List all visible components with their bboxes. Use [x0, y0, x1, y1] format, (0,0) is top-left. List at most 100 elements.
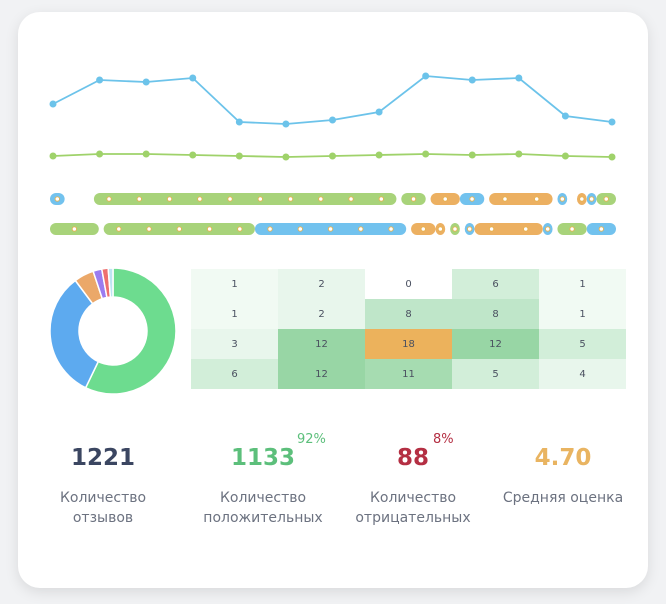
track-0-segment-5: [489, 193, 553, 205]
heatmap-cell-2-0: 3: [191, 329, 278, 359]
track-1-event-10-0: [598, 226, 605, 232]
series-1-point-0: [49, 152, 57, 160]
track-0-event-1-0: [106, 196, 112, 202]
stat-total-label: Количество отзывов: [59, 490, 147, 526]
track-1-event-8-0: [545, 226, 551, 232]
track-1-segment-7: [474, 223, 543, 235]
heatmap-cell-2-2: 18: [365, 329, 452, 359]
track-1-event-7-1: [523, 226, 529, 232]
track-0-event-6-0: [559, 196, 565, 202]
track-0-event-5-1: [534, 196, 540, 202]
series-0-point-8: [422, 72, 430, 80]
track-1-event-4-0: [437, 226, 443, 232]
stat-positive-value: 1133: [230, 445, 295, 471]
track-0-event-1-3: [197, 196, 203, 202]
heatmap-cell-2-4: 5: [539, 329, 626, 359]
series-1-point-11: [561, 152, 569, 160]
series-1-point-4: [235, 152, 243, 160]
track-0-event-4-0: [469, 196, 475, 202]
track-0-event-3-0: [442, 196, 448, 202]
series-0-point-9: [468, 76, 476, 84]
track-0-event-5-0: [502, 196, 508, 202]
stat-positive-label: Количество положительных: [203, 490, 323, 526]
track-1-event-1-3: [206, 226, 213, 232]
stat-negative-label: Количество отрицательных: [355, 490, 471, 526]
series-1-point-8: [422, 150, 430, 158]
track-1-event-2-2: [327, 226, 334, 232]
heatmap-cell-1-1: 2: [278, 299, 365, 329]
stat-average-value: 4.70: [534, 445, 592, 471]
series-0-point-10: [515, 74, 523, 82]
track-0-event-1-7: [318, 196, 324, 202]
stat-positive-reviews: 1133 Количество положительных 92%: [188, 432, 338, 528]
track-1-event-6-0: [466, 226, 473, 232]
series-0-point-0: [49, 100, 57, 108]
heatmap-cell-3-1: 12: [278, 359, 365, 389]
series-1-point-12: [608, 153, 616, 161]
line-chart: [49, 72, 616, 161]
track-1-event-5-0: [452, 226, 458, 232]
heatmap-cell-1-3: 8: [452, 299, 539, 329]
track-0-event-7-0: [579, 196, 585, 202]
heatmap-cell-3-0: 6: [191, 359, 278, 389]
track-1-event-2-4: [388, 226, 394, 232]
track-0-event-1-8: [348, 196, 354, 202]
series-0-point-1: [96, 76, 104, 84]
track-1-event-2-0: [267, 226, 273, 232]
track-1-event-1-1: [146, 226, 152, 232]
track-1-event-0-0: [71, 226, 78, 232]
track-0-event-2-0: [410, 196, 417, 202]
stats-row: 1221 Количество отзывов 1133 Количество …: [18, 432, 648, 552]
series-1-point-9: [468, 151, 476, 159]
track-0-event-9-0: [603, 196, 609, 202]
series-1-point-3: [189, 151, 197, 159]
heatmap-cell-0-2: 0: [365, 269, 452, 299]
series-1-point-1: [96, 150, 104, 158]
donut-slice-1: [49, 279, 100, 389]
heatmap-cell-2-1: 12: [278, 329, 365, 359]
series-0-point-7: [375, 108, 383, 116]
heatmap-cell-0-4: 1: [539, 269, 626, 299]
heatmap-cell-1-0: 1: [191, 299, 278, 329]
track-1-event-1-0: [116, 226, 122, 232]
series-0-point-6: [329, 116, 336, 124]
series-1-point-5: [282, 153, 290, 161]
series-0-point-3: [189, 74, 197, 82]
track-1-event-2-1: [297, 226, 303, 232]
track-0-event-1-1: [136, 196, 142, 202]
track-0-segment-1: [93, 193, 397, 205]
track-1-event-7-0: [488, 226, 495, 232]
heatmap-cell-0-0: 1: [191, 269, 278, 299]
series-0-point-12: [608, 118, 616, 126]
series-0-point-5: [282, 120, 290, 128]
track-1-event-2-3: [358, 226, 364, 232]
donut-slice-5: [107, 267, 114, 298]
series-0-point-2: [142, 78, 150, 86]
stat-average-rating: 4.70 Средняя оценка: [488, 432, 638, 508]
stat-total-reviews: 1221 Количество отзывов: [28, 432, 178, 528]
heatmap-cell-1-4: 1: [539, 299, 626, 329]
track-1-event-1-2: [176, 226, 182, 232]
track-0-event-1-9: [378, 196, 384, 202]
stat-positive-percent: 92%: [297, 432, 326, 447]
series-1-point-7: [375, 151, 383, 159]
heatmap-cell-3-3: 5: [452, 359, 539, 389]
track-0-event-1-6: [287, 196, 294, 202]
stat-negative-percent: 8%: [433, 432, 454, 447]
track-1-event-9-0: [569, 226, 575, 232]
heatmap-cell-0-1: 2: [278, 269, 365, 299]
track-1-event-1-4: [237, 226, 243, 232]
stat-negative-value: 88: [396, 445, 429, 471]
review-timeline-chart: [50, 193, 616, 235]
series-0-point-11: [561, 112, 569, 120]
track-1-event-3-0: [420, 226, 426, 232]
heatmap-cell-1-2: 8: [365, 299, 452, 329]
donut-slice-0: [84, 267, 177, 395]
stat-average-label: Средняя оценка: [502, 490, 624, 506]
heatmap-grid: 1 2 0 6 1 1 2 8 8 1 3 12 18 12 5 6 12 11 5 4: [191, 269, 626, 389]
heatmap-cell-3-2: 11: [365, 359, 452, 389]
stat-negative-reviews: 88 Количество отрицательных 8%: [338, 432, 488, 528]
series-1-point-10: [515, 150, 523, 158]
series-0-point-4: [235, 118, 243, 126]
track-0-event-1-2: [166, 196, 173, 202]
